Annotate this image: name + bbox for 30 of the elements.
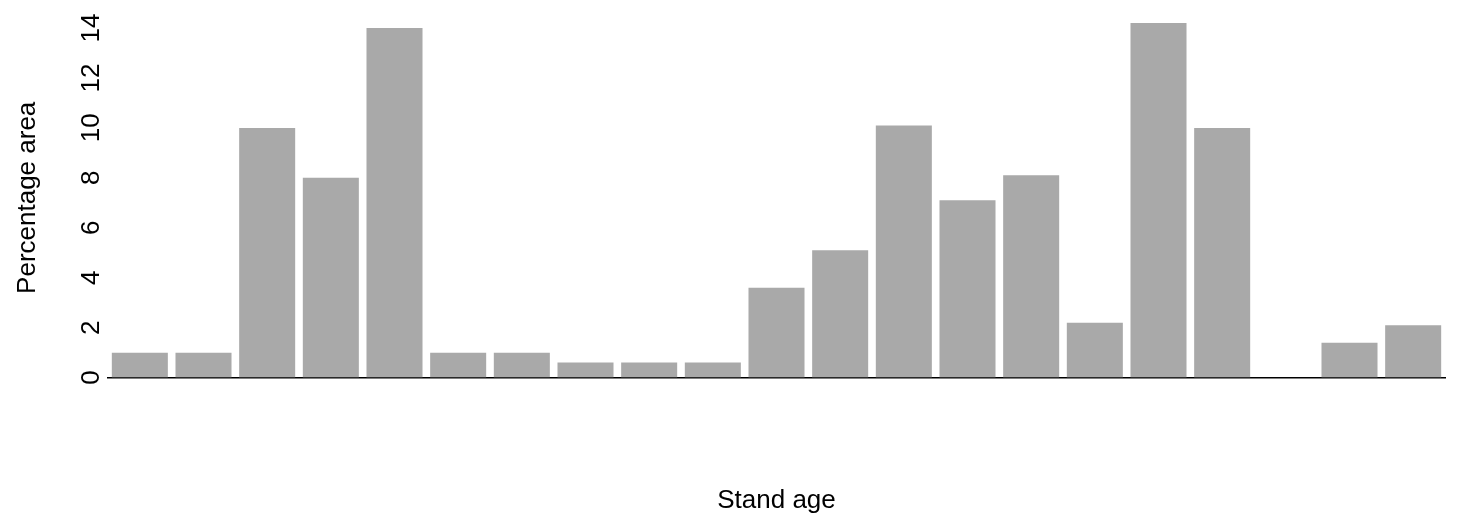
- bar: [1130, 22, 1187, 378]
- bar: [557, 362, 614, 378]
- bar: [302, 177, 359, 378]
- y-tick-label: 4: [75, 270, 106, 285]
- y-tick-label: 0: [75, 370, 106, 385]
- bar: [1066, 322, 1123, 378]
- bar: [1194, 127, 1251, 378]
- bar: [493, 352, 550, 378]
- y-axis-title: Percentage area: [10, 101, 41, 294]
- bar: [1321, 342, 1378, 378]
- bar: [1385, 325, 1442, 378]
- bar: [939, 200, 996, 378]
- bar: [621, 362, 678, 378]
- y-tick-label: 10: [75, 113, 106, 143]
- bar: [239, 127, 296, 378]
- bar: [430, 352, 487, 378]
- bar: [1003, 175, 1060, 378]
- bar: [175, 352, 232, 378]
- bar: [366, 27, 423, 378]
- bar: [748, 287, 805, 378]
- bar: [812, 250, 869, 378]
- bar: [684, 362, 741, 378]
- y-tick-label: 6: [75, 220, 106, 235]
- bar: [875, 125, 932, 378]
- y-tick-label: 2: [75, 320, 106, 335]
- y-tick-label: 14: [75, 13, 106, 43]
- x-axis-title: Stand age: [717, 483, 836, 514]
- bar: [111, 352, 168, 378]
- y-tick-label: 8: [75, 170, 106, 186]
- y-tick-label: 12: [75, 63, 106, 93]
